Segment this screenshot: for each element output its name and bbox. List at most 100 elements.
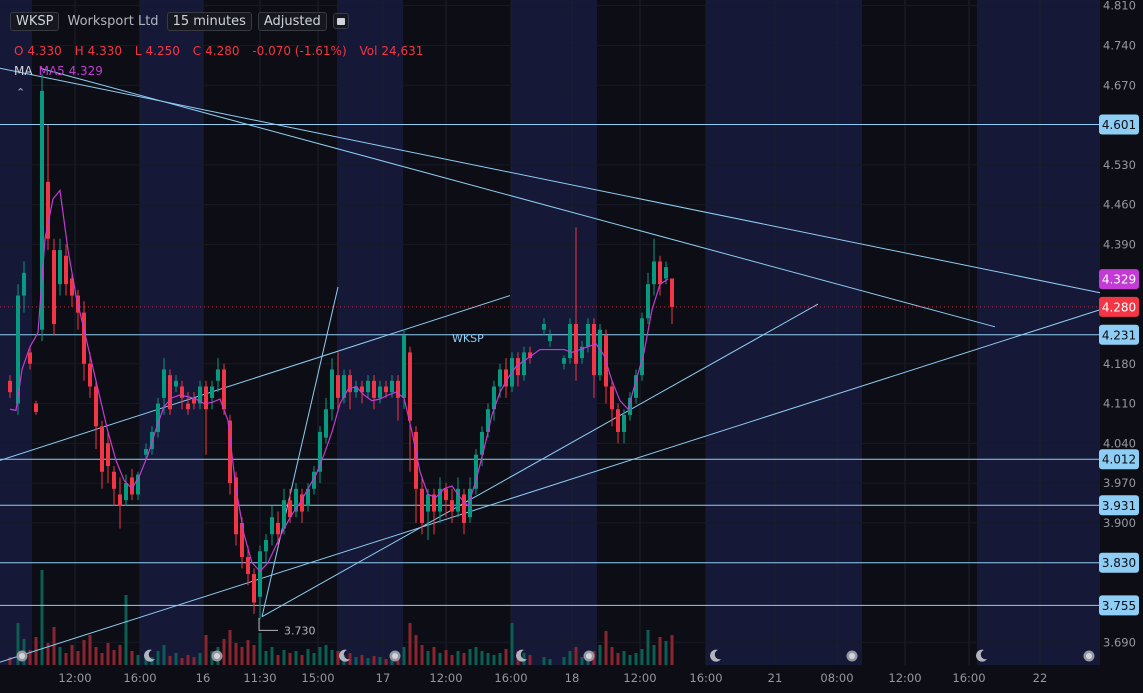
trend-lines[interactable] bbox=[0, 67, 1101, 663]
price-tag-label: 3.830 bbox=[1102, 556, 1136, 570]
low-label: L bbox=[134, 44, 142, 58]
volume-bar bbox=[276, 655, 280, 665]
volume-bar bbox=[306, 649, 310, 665]
volume-bar bbox=[628, 655, 632, 665]
y-tick-label: 4.530 bbox=[1103, 158, 1136, 172]
x-tick-label: 16:00 bbox=[689, 671, 722, 685]
volume-bar bbox=[282, 650, 286, 665]
volume-bar bbox=[234, 643, 238, 665]
candle-body bbox=[616, 409, 620, 432]
session-band bbox=[337, 0, 403, 665]
candle-body bbox=[450, 500, 454, 512]
candle-body bbox=[420, 488, 424, 523]
candle-body bbox=[270, 517, 274, 535]
candle-body bbox=[222, 369, 226, 410]
annotation-label: 3.730 bbox=[284, 624, 316, 637]
chart-header: WKSP Worksport Ltd 15 minutes Adjusted bbox=[10, 11, 349, 31]
volume-bar bbox=[222, 639, 226, 665]
annotations: WKSP 3.730 bbox=[258, 332, 484, 637]
candle-body bbox=[258, 551, 262, 597]
candle-body bbox=[408, 352, 412, 421]
close-label: C bbox=[192, 44, 202, 58]
volume-bar bbox=[438, 653, 442, 665]
volume-bar bbox=[580, 657, 584, 665]
open-value: 4.330 bbox=[27, 44, 62, 58]
candle-body bbox=[528, 352, 532, 359]
price-tag bbox=[1099, 324, 1139, 345]
candle-body bbox=[180, 386, 184, 398]
chevron-up-icon[interactable]: ⌃ bbox=[16, 86, 26, 99]
volume-bar bbox=[480, 651, 484, 665]
price-axis[interactable]: 4.601 4.231 4.012 3.931 3.830 3.755 4.810 4.740… bbox=[1099, 0, 1139, 649]
volume-bar bbox=[124, 595, 128, 665]
candle-body bbox=[486, 409, 490, 432]
volume-bar bbox=[70, 645, 74, 665]
x-tick-label: 16 bbox=[196, 671, 211, 685]
candle-body bbox=[162, 369, 166, 398]
candle-body bbox=[264, 539, 268, 552]
volume-bar bbox=[28, 650, 32, 665]
candle-body bbox=[276, 522, 280, 535]
x-tick-label: 11:30 bbox=[243, 671, 276, 685]
indicator-legend[interactable]: MA MA5 4.329 bbox=[14, 64, 103, 78]
volume-bar bbox=[456, 651, 460, 665]
high-label: H bbox=[74, 44, 84, 58]
settings-icon[interactable] bbox=[332, 13, 349, 29]
candle-body bbox=[562, 358, 566, 364]
y-tick-label: 3.690 bbox=[1103, 635, 1136, 649]
x-tick-label: 21 bbox=[768, 671, 783, 685]
candle-body bbox=[492, 386, 496, 410]
y-tick-label: 4.670 bbox=[1103, 78, 1136, 92]
moon-icon bbox=[516, 649, 527, 662]
candle-body bbox=[136, 474, 140, 495]
candle-body bbox=[252, 574, 256, 603]
volume-bar bbox=[336, 651, 340, 665]
volume-bar bbox=[252, 645, 256, 665]
volume-value: 24,631 bbox=[381, 44, 424, 58]
volume-bar bbox=[312, 653, 316, 665]
candle-body bbox=[336, 375, 340, 398]
volume-bar bbox=[562, 657, 566, 665]
candle-body bbox=[652, 261, 656, 285]
sun-icon-core bbox=[214, 653, 220, 659]
candle-body bbox=[16, 295, 20, 404]
candle-body bbox=[318, 431, 322, 472]
candle-body bbox=[568, 323, 572, 359]
open-label: O bbox=[14, 44, 24, 58]
volume-bar bbox=[118, 645, 122, 665]
time-axis[interactable]: 12:00 16:00 16 11:30 15:00 17 12:00 16:00 18 12:0… bbox=[0, 665, 1143, 693]
volume-bar bbox=[300, 655, 304, 665]
time-axis-background bbox=[0, 665, 1143, 693]
indicator-value: MA5 4.329 bbox=[38, 64, 103, 78]
volume-bar bbox=[528, 655, 532, 665]
trend-line bbox=[261, 303, 819, 618]
volume-bar bbox=[192, 657, 196, 665]
candle-body bbox=[574, 323, 578, 364]
candle-body bbox=[192, 397, 196, 404]
volume-bar bbox=[486, 653, 490, 665]
volume-bar bbox=[324, 645, 328, 665]
volume-bar bbox=[318, 647, 322, 665]
volume-bar bbox=[426, 651, 430, 665]
volume-bar bbox=[186, 655, 190, 665]
symbol-label[interactable]: WKSP bbox=[10, 11, 60, 31]
price-tag bbox=[1099, 114, 1139, 135]
volume-bar bbox=[100, 653, 104, 665]
candle-body bbox=[46, 181, 50, 239]
interval-button[interactable]: 15 minutes bbox=[166, 11, 252, 31]
trend-line bbox=[0, 67, 1101, 294]
moon-icon bbox=[339, 649, 350, 662]
x-tick-label: 17 bbox=[376, 671, 391, 685]
adjustment-button[interactable]: Adjusted bbox=[257, 11, 327, 31]
change-value: -0.070 (-1.61%) bbox=[252, 44, 347, 58]
candle-body bbox=[168, 375, 172, 410]
volume-bar bbox=[634, 653, 638, 665]
price-tag-last bbox=[1099, 296, 1139, 317]
candle-body bbox=[592, 323, 596, 376]
volume-bar bbox=[420, 645, 424, 665]
candle-body bbox=[82, 312, 86, 364]
candle-body bbox=[426, 494, 430, 512]
price-tag-label: 3.931 bbox=[1102, 499, 1136, 513]
volume-bar bbox=[162, 645, 166, 665]
